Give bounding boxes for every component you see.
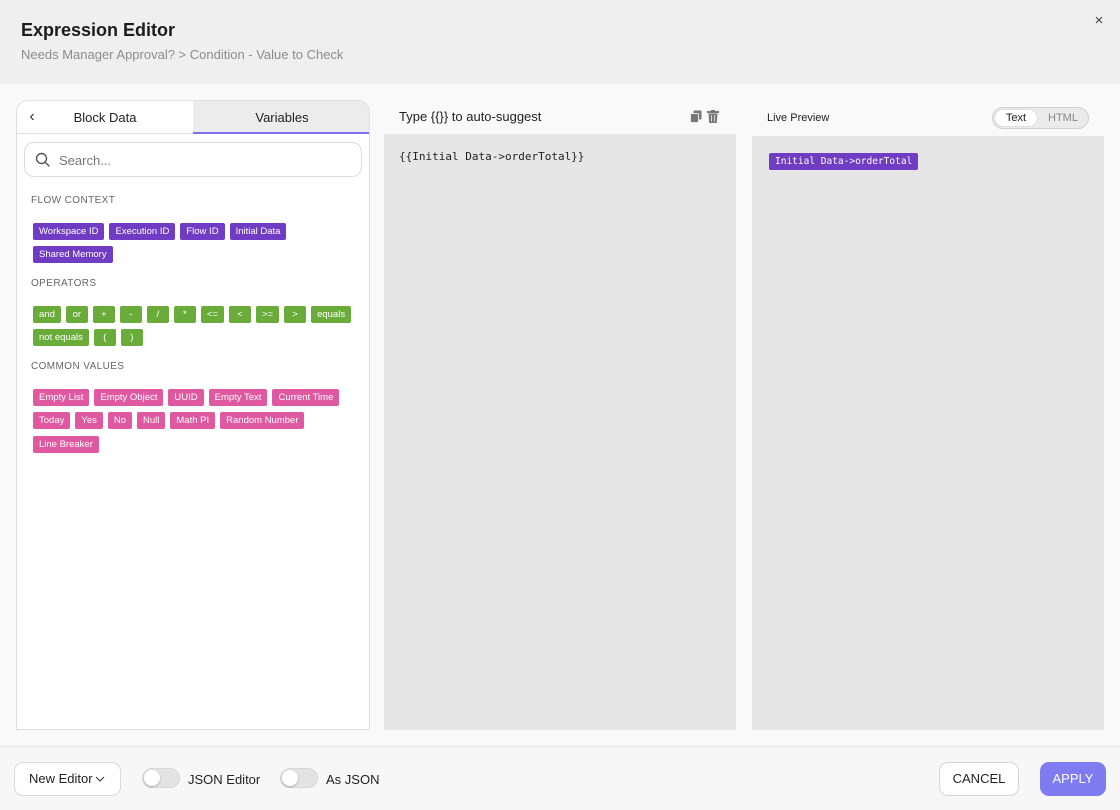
- chip-uuid[interactable]: UUID: [168, 389, 204, 406]
- search-box: [24, 142, 362, 177]
- section-label-common-values: COMMON VALUES: [31, 361, 125, 372]
- tab-block-data[interactable]: Block Data: [17, 101, 193, 134]
- section-label-operators: OPERATORS: [31, 278, 97, 289]
- preview-variable-chip: Initial Data->orderTotal: [769, 153, 919, 170]
- chip-op-lt[interactable]: <: [228, 306, 251, 323]
- search-input[interactable]: [59, 151, 349, 169]
- json-editor-switch[interactable]: [142, 768, 180, 788]
- chip-op-close-paren[interactable]: ): [120, 329, 143, 346]
- operators-row-1: and or + - / * <= < >= > equals: [33, 306, 352, 323]
- toggle-html-option[interactable]: HTML: [1048, 112, 1078, 124]
- chip-op-plus[interactable]: +: [92, 306, 115, 323]
- switch-knob: [144, 770, 160, 786]
- chip-yes[interactable]: Yes: [75, 412, 103, 429]
- editor-hint-label: Type {{}} to auto-suggest: [399, 109, 542, 124]
- chip-op-divide[interactable]: /: [146, 306, 169, 323]
- as-json-label: As JSON: [326, 772, 380, 787]
- chip-op-and[interactable]: and: [33, 306, 61, 323]
- trash-icon[interactable]: [707, 110, 719, 123]
- chip-empty-list[interactable]: Empty List: [33, 389, 90, 406]
- chip-op-minus[interactable]: -: [119, 306, 142, 323]
- new-editor-label: New Editor: [29, 771, 93, 786]
- variables-panel: Block Data Variables ‹ FLOW CONTEXT Work…: [16, 100, 370, 730]
- operators-row-2: not equals ( ): [33, 329, 143, 346]
- chip-math-pi[interactable]: Math PI: [170, 412, 216, 429]
- preview-mode-toggle: Text HTML: [992, 107, 1089, 129]
- apply-button[interactable]: APPLY: [1040, 762, 1106, 796]
- common-values-row-2: Today Yes No Null Math PI Random Number: [33, 412, 305, 429]
- chip-execution-id[interactable]: Execution ID: [109, 223, 176, 240]
- chip-op-open-paren[interactable]: (: [93, 329, 116, 346]
- chip-workspace-id[interactable]: Workspace ID: [33, 223, 105, 240]
- chip-op-or[interactable]: or: [65, 306, 88, 323]
- chip-op-multiply[interactable]: *: [173, 306, 196, 323]
- as-json-switch[interactable]: [280, 768, 318, 788]
- dialog-footer: New Editor JSON Editor As JSON CANCEL AP…: [0, 746, 1120, 810]
- dialog-header: Expression Editor Needs Manager Approval…: [0, 0, 1120, 84]
- copy-icon[interactable]: [690, 110, 702, 123]
- toggle-text-option[interactable]: Text: [995, 110, 1037, 126]
- flow-context-row-1: Workspace ID Execution ID Flow ID Initia…: [33, 223, 287, 240]
- new-editor-dropdown[interactable]: New Editor: [14, 762, 121, 796]
- chip-today[interactable]: Today: [33, 412, 71, 429]
- chip-current-time[interactable]: Current Time: [272, 389, 340, 406]
- chip-no[interactable]: No: [107, 412, 133, 429]
- close-icon[interactable]: ×: [1094, 12, 1104, 29]
- preview-label: Live Preview: [767, 112, 830, 124]
- common-values-row-3: Line Breaker: [33, 436, 99, 453]
- chip-op-not-equals[interactable]: not equals: [33, 329, 89, 346]
- chip-empty-object[interactable]: Empty Object: [94, 389, 164, 406]
- switch-knob: [282, 770, 298, 786]
- dialog-title: Expression Editor: [21, 20, 176, 40]
- tab-variables[interactable]: Variables: [193, 101, 369, 134]
- expression-text[interactable]: {{Initial Data->orderTotal}}: [399, 150, 585, 163]
- chip-flow-id[interactable]: Flow ID: [180, 223, 225, 240]
- live-preview-area: Initial Data->orderTotal: [752, 136, 1104, 730]
- chip-line-breaker[interactable]: Line Breaker: [33, 436, 99, 453]
- back-chevron-icon[interactable]: ‹: [29, 108, 35, 125]
- chip-shared-memory[interactable]: Shared Memory: [33, 246, 113, 263]
- cancel-button[interactable]: CANCEL: [939, 762, 1019, 796]
- flow-context-row-2: Shared Memory: [33, 246, 113, 263]
- chip-op-lte[interactable]: <=: [200, 306, 224, 323]
- chip-op-equals[interactable]: equals: [311, 306, 352, 323]
- chip-random-number[interactable]: Random Number: [220, 412, 305, 429]
- chip-op-gt[interactable]: >: [284, 306, 307, 323]
- common-values-row-1: Empty List Empty Object UUID Empty Text …: [33, 389, 340, 406]
- chip-op-gte[interactable]: >=: [255, 306, 280, 323]
- json-editor-label: JSON Editor: [188, 772, 261, 787]
- breadcrumb: Needs Manager Approval? > Condition - Va…: [21, 47, 344, 62]
- chip-initial-data[interactable]: Initial Data: [229, 223, 287, 240]
- expression-editor[interactable]: {{Initial Data->orderTotal}}: [384, 134, 736, 730]
- section-label-flow-context: FLOW CONTEXT: [31, 195, 116, 206]
- panel-tabs: Block Data Variables ‹: [17, 101, 369, 134]
- search-icon: [35, 152, 50, 167]
- chevron-down-icon: [95, 776, 105, 782]
- chip-empty-text[interactable]: Empty Text: [208, 389, 268, 406]
- chip-null[interactable]: Null: [137, 412, 166, 429]
